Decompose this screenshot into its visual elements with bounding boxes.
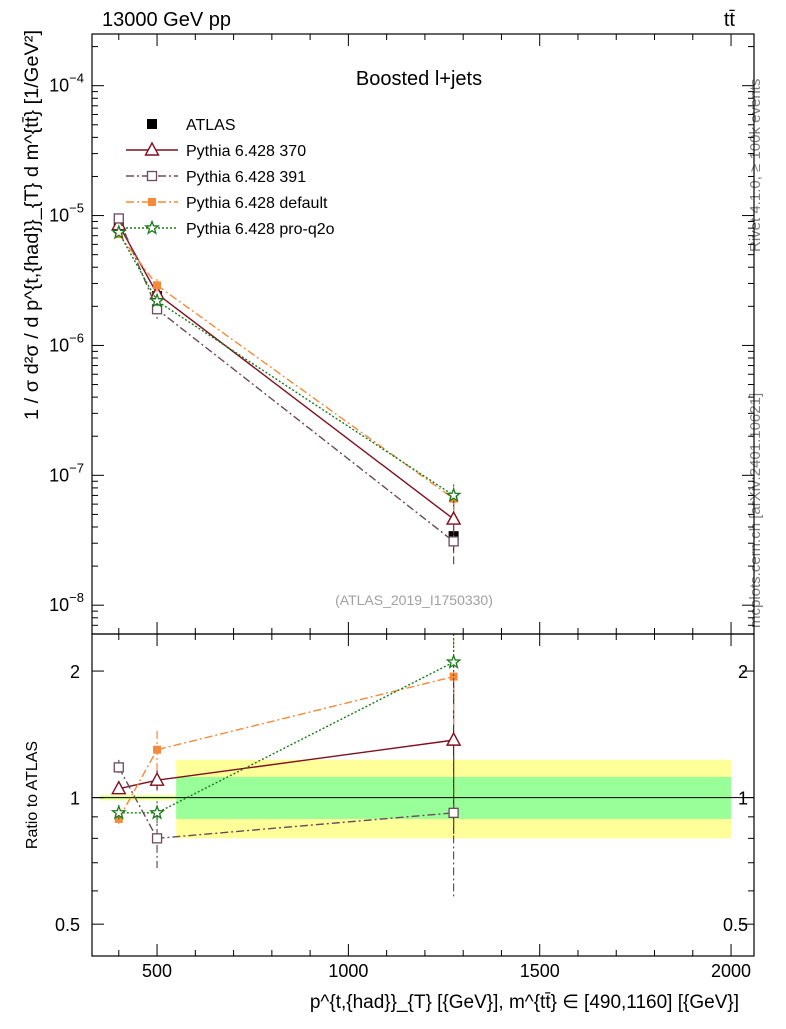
series-line-pythia-6-428-pro-q2o	[118, 232, 454, 497]
legend-marker-pythia-6-428-370	[144, 141, 160, 156]
ratio-y-tick-label: 2	[70, 662, 80, 682]
x-tick-label: 500	[142, 961, 172, 981]
ratio-point-pythia-6-428-391	[151, 833, 163, 844]
data-point-pythia-6-428-391	[448, 536, 459, 547]
x-axis-label: p^{t,{had}}_{T} [{GeV}], m^{tt̄} ∈ [490,…	[310, 992, 739, 1013]
ratio-panel: 0.5 0.5 1 1 2 2 500 1000 1500 2000 Ratio to ATLA…	[24, 34, 755, 1013]
ratio-point-pythia-6-428-391	[113, 762, 124, 773]
y-axis-label: 1 / σ d²σ / d p^{t,{had}}_{T} d m^{tt̄} …	[22, 30, 43, 420]
main-y-tick-label: 10−5	[49, 201, 84, 226]
legend-marker-pythia-6-428-pro-q2o	[144, 219, 160, 235]
ratio-point-pythia-6-428-default	[153, 745, 162, 754]
analysis-label: (ATLAS_2019_I1750330)	[335, 592, 493, 608]
series-line-pythia-6-428-default	[118, 233, 455, 500]
data-point-pythia-6-428-pro-q2o	[149, 292, 166, 308]
legend-label-pythia-6-428-default: Pythia 6.428 default	[186, 195, 328, 212]
main-panel: Boosted l+jets (ATLAS_2019_I1750330) 10−…	[22, 30, 755, 635]
ratio-series-group	[110, 634, 462, 898]
data-point-pythia-6-428-391	[113, 213, 124, 224]
ratio-y-tick-label: 0.5	[55, 915, 80, 935]
ratio-bands	[99, 759, 732, 839]
rivet-version-label: Rivet 4.1.0, ≥ 100k events	[747, 79, 764, 252]
plot-title: Boosted l+jets	[356, 68, 482, 90]
data-point-pythia-6-428-pro-q2o	[445, 487, 462, 503]
x-tick-label: 1000	[328, 961, 368, 981]
ratio-point-pythia-6-428-370	[111, 780, 127, 795]
legend: ATLAS Pythia 6.428 370 Pythia 6.428 391 Pyt…	[126, 117, 335, 238]
ratio-point-pythia-6-428-default	[449, 672, 458, 681]
x-tick-label: 1500	[520, 961, 560, 981]
mcplots-label: mcplots.cern.ch [arXiv:2401.10621]	[747, 393, 764, 628]
main-series-group	[110, 213, 462, 567]
ratio-point-pythia-6-428-370	[149, 771, 165, 786]
legend-label-pythia-6-428-391: Pythia 6.428 391	[186, 169, 306, 186]
legend-marker-pythia-6-428-default	[148, 198, 156, 206]
ratio-point-pythia-6-428-391	[448, 807, 459, 818]
legend-label-pythia-6-428-370: Pythia 6.428 370	[186, 143, 306, 160]
ratio-point-pythia-6-428-370	[445, 731, 462, 746]
series-line-pythia-6-428-370	[118, 224, 455, 520]
series-line-pythia-6-428-391	[118, 218, 455, 542]
main-y-tick-label: 10−6	[49, 330, 84, 355]
ratio-point-pythia-6-428-pro-q2o	[110, 804, 127, 820]
data-point-pythia-6-428-pro-q2o	[110, 224, 127, 240]
legend-label-atlas: ATLAS	[186, 117, 236, 134]
ratio-plot-frame	[91, 633, 755, 957]
data-point-pythia-6-428-default	[153, 281, 162, 290]
legend-marker-pythia-6-428-391	[146, 170, 158, 182]
data-point-pythia-6-428-370	[445, 510, 462, 525]
energy-label: 13000 GeV pp	[102, 9, 231, 31]
x-tick-label: 2000	[711, 961, 751, 981]
ratio-line-pythia-6-428-pro-q2o	[118, 661, 454, 814]
legend-marker-atlas	[147, 119, 157, 129]
main-y-tick-label: 10−8	[49, 590, 84, 615]
main-y-tick-label: 10−4	[49, 71, 84, 96]
main-y-axis: 10−8 10−7 10−6 10−5 10−4	[49, 46, 754, 635]
ratio-point-pythia-6-428-pro-q2o	[445, 653, 462, 669]
ratio-y-tick-label-right: 1	[738, 789, 748, 809]
main-y-tick-label: 10−7	[49, 460, 84, 485]
process-label: tt̄	[724, 9, 736, 31]
ratio-y-tick-label: 1	[70, 789, 80, 809]
ratio-y-axis-label: Ratio to ATLAS	[24, 741, 41, 849]
ratio-y-tick-label-right: 2	[738, 662, 748, 682]
x-axis: 500 1000 1500 2000	[118, 34, 751, 981]
legend-label-pythia-6-428-pro-q2o: Pythia 6.428 pro-q2o	[186, 221, 335, 238]
ratio-y-axis: 0.5 0.5 1 1 2 2	[55, 662, 754, 935]
ratio-y-tick-label-right: 0.5	[723, 915, 748, 935]
ratio-point-pythia-6-428-pro-q2o	[149, 804, 166, 820]
